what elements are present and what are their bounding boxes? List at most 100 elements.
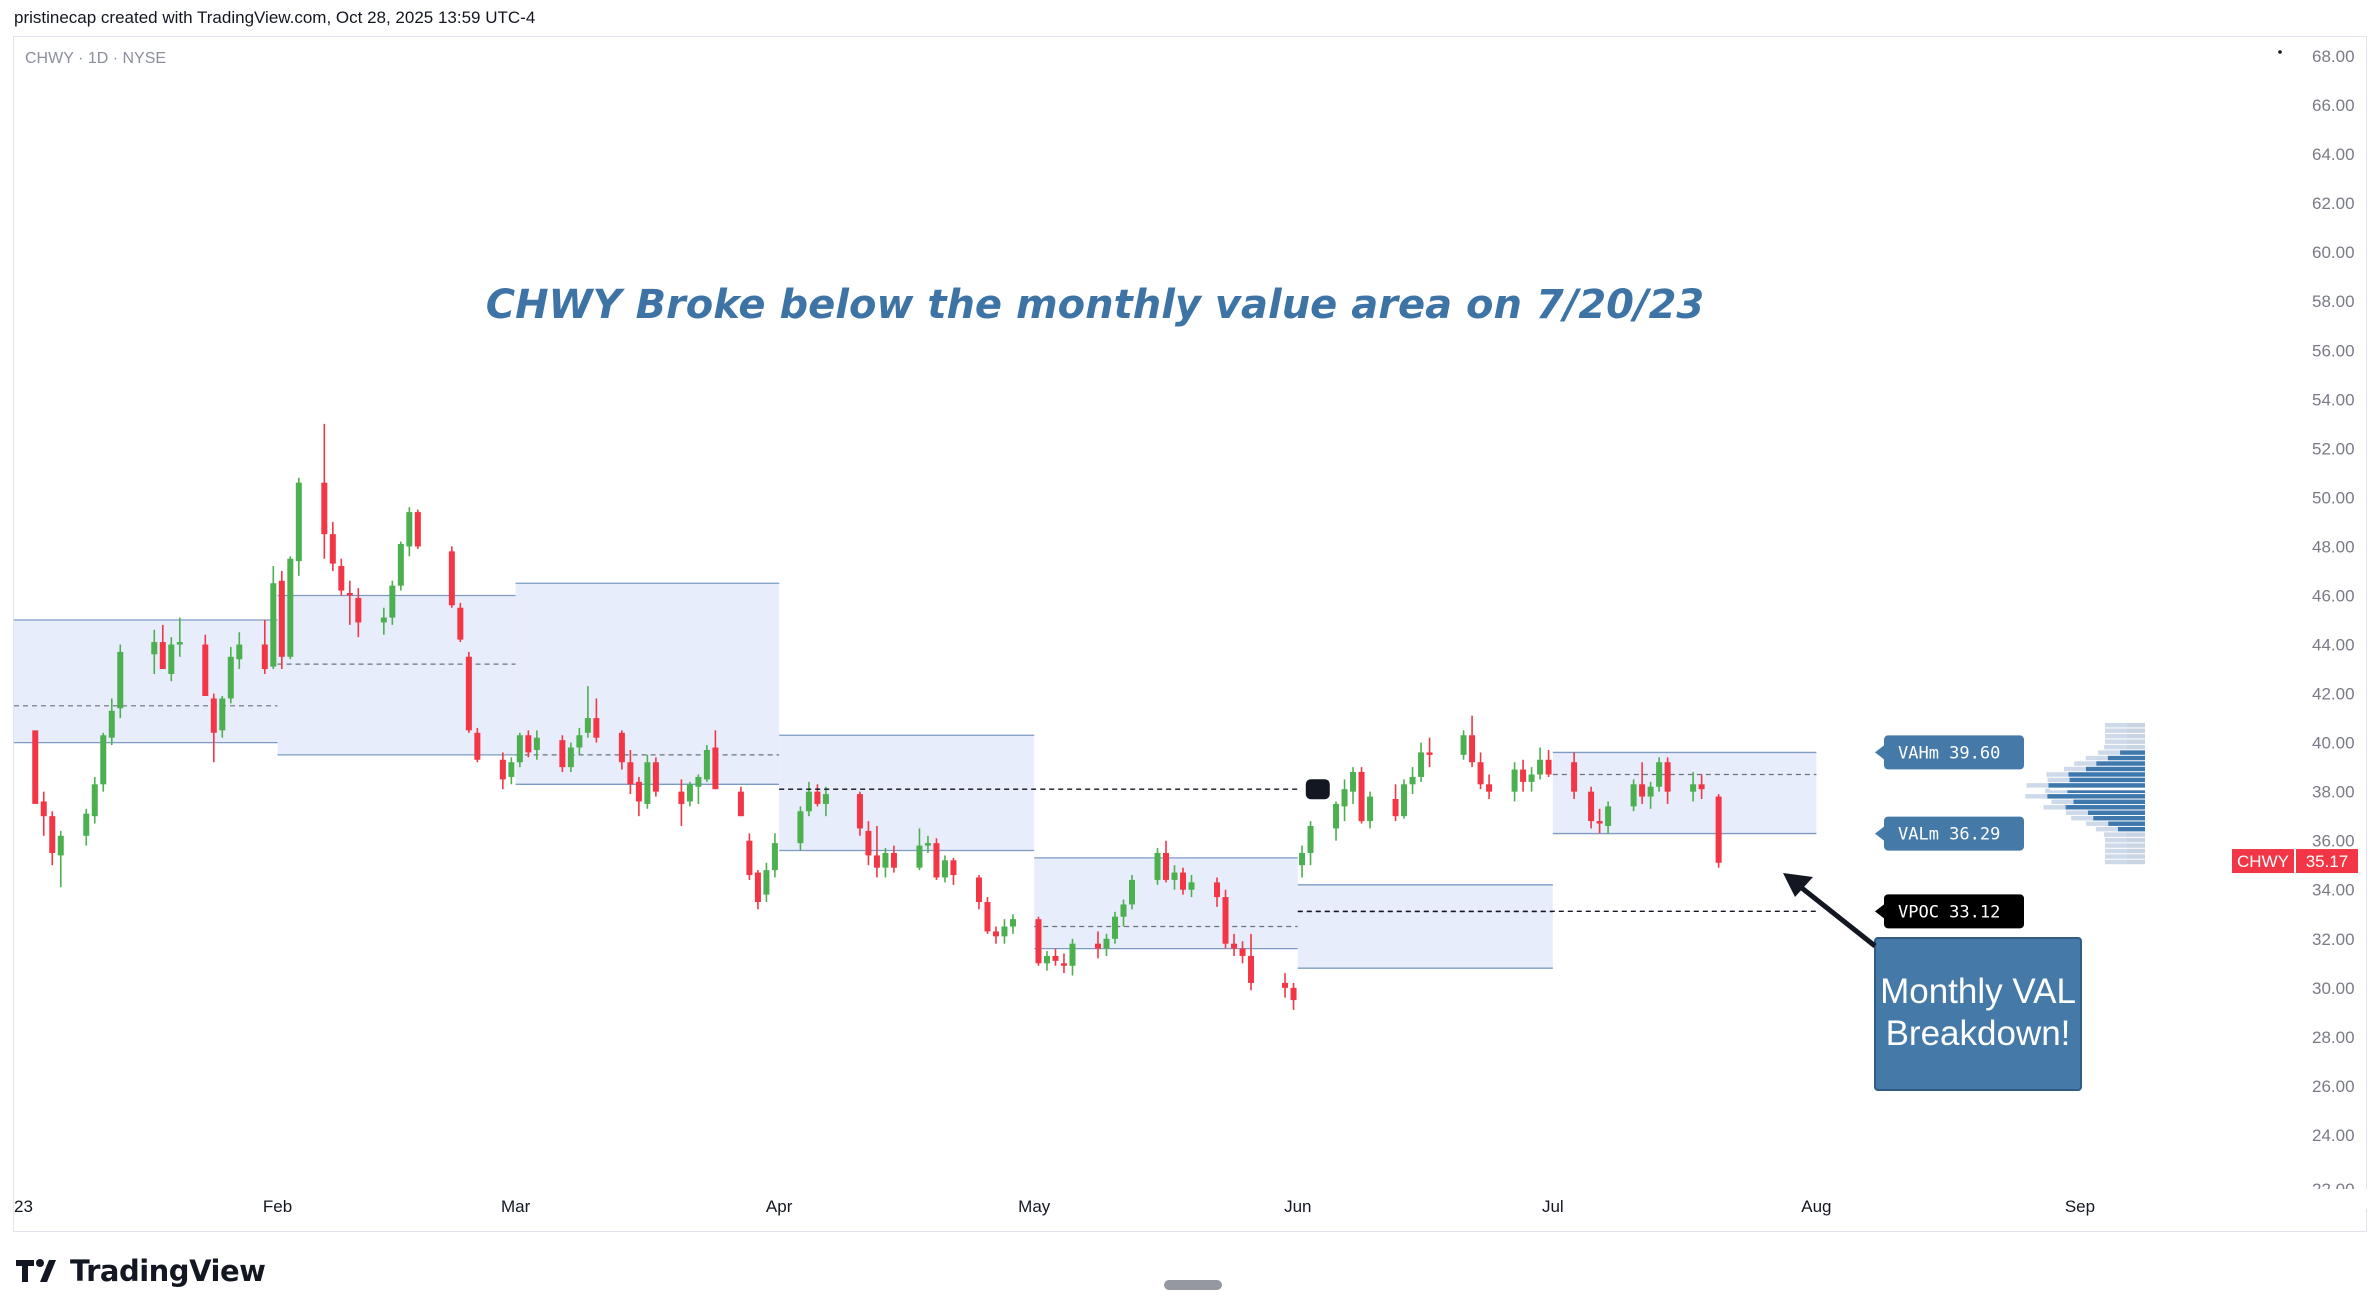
candle-body[interactable] (1392, 799, 1399, 817)
candle-body[interactable] (151, 642, 158, 655)
candle-body[interactable] (397, 543, 404, 586)
candle-body[interactable] (499, 759, 506, 780)
candle-body[interactable] (465, 656, 472, 731)
candle-body[interactable] (1486, 784, 1493, 792)
candle-body[interactable] (1333, 803, 1340, 829)
candle-body[interactable] (474, 732, 481, 760)
candle-body[interactable] (1477, 762, 1484, 785)
candle-body[interactable] (414, 512, 421, 547)
candle-body[interactable] (389, 585, 396, 618)
candle-body[interactable] (1154, 852, 1161, 880)
candle-body[interactable] (533, 737, 540, 750)
candle-body[interactable] (652, 762, 659, 792)
candle-body[interactable] (865, 830, 872, 856)
candle-body[interactable] (49, 816, 56, 853)
candle-body[interactable] (406, 512, 413, 547)
candle-body[interactable] (933, 843, 940, 878)
candle-body[interactable] (91, 784, 98, 817)
candle-body[interactable] (270, 583, 277, 667)
candle-body[interactable] (159, 642, 166, 670)
candle-body[interactable] (975, 877, 982, 902)
candle-body[interactable] (559, 740, 566, 768)
candle-body[interactable] (746, 840, 753, 876)
candle-body[interactable] (882, 852, 889, 868)
candle-body[interactable] (40, 801, 47, 817)
candle-body[interactable] (448, 551, 455, 606)
chart-scroll-handle[interactable] (1164, 1280, 1222, 1290)
candle-body[interactable] (695, 776, 702, 787)
candle-body[interactable] (295, 482, 302, 562)
candle-body[interactable] (83, 813, 90, 836)
candle-body[interactable] (516, 735, 523, 763)
candle-body[interactable] (754, 872, 761, 902)
candle-body[interactable] (856, 794, 863, 829)
candle-body[interactable] (1469, 735, 1476, 763)
candle-body[interactable] (457, 607, 464, 640)
candle-body[interactable] (1367, 796, 1374, 822)
candle-body[interactable] (916, 845, 923, 868)
candle-body[interactable] (1409, 776, 1416, 785)
candle-body[interactable] (1111, 916, 1118, 939)
candle-body[interactable] (1545, 759, 1552, 775)
candle-body[interactable] (1307, 825, 1314, 853)
candle-body[interactable] (635, 781, 642, 802)
candle-body[interactable] (1120, 904, 1127, 917)
candle-body[interactable] (57, 835, 64, 856)
candle-body[interactable] (1282, 982, 1289, 988)
candle-body[interactable] (525, 735, 532, 753)
candle-body[interactable] (1231, 943, 1238, 949)
candle-body[interactable] (1588, 791, 1595, 822)
candle-body[interactable] (227, 656, 234, 699)
candle-body[interactable] (1052, 955, 1059, 961)
candle-body[interactable] (1180, 872, 1187, 890)
candle-body[interactable] (236, 644, 243, 660)
candle-body[interactable] (644, 762, 651, 804)
candle-body[interactable] (593, 718, 600, 738)
candle-body[interactable] (678, 791, 685, 804)
candle-body[interactable] (321, 482, 328, 535)
candle-body[interactable] (508, 762, 515, 777)
candle-body[interactable] (992, 931, 999, 937)
candle-body[interactable] (1035, 919, 1042, 964)
candle-body[interactable] (1214, 882, 1221, 898)
candle-body[interactable] (805, 791, 812, 812)
candle-body[interactable] (1060, 963, 1067, 966)
candle-body[interactable] (797, 811, 804, 844)
candle-body[interactable] (890, 852, 897, 868)
candle-body[interactable] (108, 710, 115, 738)
candle-body[interactable] (100, 735, 107, 785)
candle-body[interactable] (1222, 897, 1229, 944)
candle-body[interactable] (703, 749, 710, 780)
candle-body[interactable] (32, 730, 39, 804)
tradingview-logo[interactable]: TradingView (16, 1254, 266, 1288)
candle-body[interactable] (584, 718, 591, 733)
candle-body[interactable] (1128, 879, 1135, 905)
candle-body[interactable] (1698, 784, 1705, 790)
candle-body[interactable] (1009, 919, 1016, 927)
candle-body[interactable] (1605, 806, 1612, 826)
candle-body[interactable] (176, 642, 183, 645)
candle-body[interactable] (984, 902, 991, 932)
candle-body[interactable] (627, 762, 634, 785)
candle-body[interactable] (873, 855, 880, 868)
candle-body[interactable] (117, 651, 124, 709)
candle-body[interactable] (338, 566, 345, 591)
candle-body[interactable] (1426, 752, 1433, 755)
candle-body[interactable] (1690, 784, 1697, 792)
candle-body[interactable] (1401, 784, 1408, 817)
candle-body[interactable] (1341, 789, 1348, 807)
candle-body[interactable] (941, 860, 948, 878)
candle-body[interactable] (210, 698, 217, 733)
candle-body[interactable] (950, 860, 957, 876)
candle-body[interactable] (1043, 955, 1050, 964)
candle-body[interactable] (1358, 772, 1365, 822)
candle-body[interactable] (1571, 762, 1578, 792)
candle-body[interactable] (618, 732, 625, 763)
candle-body[interactable] (567, 747, 574, 768)
candle-body[interactable] (1290, 987, 1297, 1001)
candle-body[interactable] (1656, 762, 1663, 787)
candle-body[interactable] (380, 617, 387, 623)
candle-body[interactable] (1520, 769, 1527, 782)
candle-body[interactable] (763, 870, 770, 895)
